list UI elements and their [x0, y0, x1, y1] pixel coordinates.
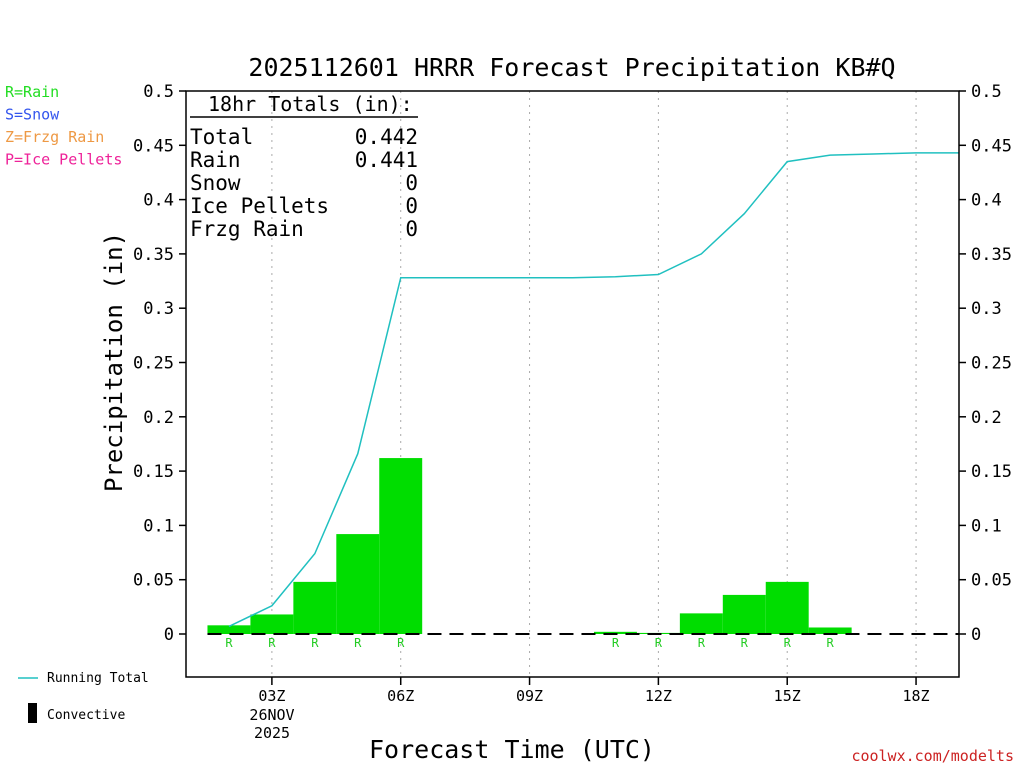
y-axis-left: 0 0.05 0.1 0.15 0.2 0.25 0.3 0.35 0.4 0.45 0.5	[133, 82, 186, 645]
totals-label: Ice Pellets	[190, 194, 329, 218]
precip-type-legend: R=Rain S=Snow Z=Frzg Rain P=Ice Pellets	[5, 83, 122, 169]
type-marker-6: R	[397, 636, 405, 650]
chart-title: 2025112601 HRRR Forecast Precipitation K…	[248, 53, 895, 82]
type-marker-5: R	[354, 636, 362, 650]
y-tick-label-right: 0.4	[971, 191, 1002, 211]
totals-value: 0.442	[355, 125, 418, 149]
line-legend: Running Total Convective	[18, 671, 149, 723]
y-axis-right: 0 0.05 0.1 0.15 0.2 0.25 0.3 0.35 0.4 0.45 0.5	[959, 82, 1012, 645]
type-legend-item: P=Ice Pellets	[5, 151, 122, 169]
type-legend-item: Z=Frzg Rain	[5, 128, 104, 146]
type-marker-3: R	[268, 636, 276, 650]
rain-bar-2	[207, 625, 251, 634]
type-marker-11: R	[612, 636, 620, 650]
totals-label: Rain	[190, 148, 241, 172]
rain-bar-14	[722, 594, 766, 634]
x-tick-label: 15Z	[774, 687, 801, 705]
y-tick-label-left: 0.2	[143, 408, 174, 428]
totals-heading: 18hr Totals (in):	[208, 92, 413, 116]
rain-bar-5	[336, 534, 380, 634]
totals-value: 0.441	[355, 148, 418, 172]
running-total-legend-label: Running Total	[47, 671, 149, 686]
y-tick-label-right: 0	[971, 625, 981, 645]
date-label-year: 2025	[254, 724, 290, 742]
rain-bar-3	[250, 614, 294, 634]
y-tick-label-left: 0.05	[133, 571, 174, 591]
type-legend-item: S=Snow	[5, 106, 60, 124]
x-tick-label: 03Z	[258, 687, 285, 705]
type-marker-15: R	[784, 636, 792, 650]
y-tick-label-right: 0.5	[971, 82, 1002, 102]
type-marker-4: R	[311, 636, 319, 650]
x-tick-label: 12Z	[645, 687, 672, 705]
rain-bars	[207, 458, 852, 634]
convective-swatch	[28, 703, 37, 723]
y-tick-label-left: 0.4	[143, 191, 174, 211]
credit-label: coolwx.com/modelts	[851, 747, 1014, 765]
rain-bar-13	[679, 613, 723, 634]
plot-frame	[185, 90, 960, 678]
y-tick-label-right: 0.1	[971, 516, 1002, 536]
y-tick-label-right: 0.3	[971, 299, 1002, 319]
type-legend-item: R=Rain	[5, 83, 59, 101]
convective-legend-label: Convective	[47, 708, 125, 723]
x-tick-label: 06Z	[387, 687, 414, 705]
y-tick-label-left: 0.15	[133, 462, 174, 482]
rain-bar-15	[765, 581, 809, 634]
y-tick-label-left: 0	[164, 625, 174, 645]
rain-bar-4	[293, 581, 337, 634]
y-tick-label-right: 0.15	[971, 462, 1012, 482]
y-tick-label-left: 0.3	[143, 299, 174, 319]
x-axis-label: Forecast Time (UTC)	[369, 735, 655, 764]
y-tick-label-right: 0.25	[971, 354, 1012, 374]
type-marker-2: R	[225, 636, 233, 650]
y-tick-label-left: 0.5	[143, 82, 174, 102]
running-total-line	[228, 152, 959, 628]
totals-label: Frzg Rain	[190, 217, 304, 241]
date-label-day: 26NOV	[249, 706, 294, 724]
x-axis: 03Z 06Z 09Z 12Z 15Z 18Z	[258, 677, 930, 705]
rain-bar-6	[379, 458, 423, 634]
totals-rows: Total 0.442 Rain 0.441 Snow 0 Ice Pellets 0 Frzg…	[190, 125, 418, 241]
totals-label: Total	[190, 125, 253, 149]
y-tick-label-left: 0.1	[143, 516, 174, 536]
totals-box: 18hr Totals (in): Total 0.442 Rain 0.441 Sno…	[190, 92, 418, 241]
type-marker-13: R	[698, 636, 706, 650]
y-axis-label: Precipitation (in)	[100, 232, 128, 492]
type-marker-16: R	[827, 636, 835, 650]
rain-bar-16	[808, 627, 852, 634]
x-tick-label: 09Z	[516, 687, 543, 705]
y-tick-label-right: 0.35	[971, 245, 1012, 265]
y-tick-label-left: 0.25	[133, 354, 174, 374]
totals-label: Snow	[190, 171, 241, 195]
y-tick-label-right: 0.05	[971, 571, 1012, 591]
y-tick-label-right: 0.45	[971, 136, 1012, 156]
y-tick-label-left: 0.35	[133, 245, 174, 265]
type-marker-12: R	[655, 636, 663, 650]
type-marker-14: R	[741, 636, 749, 650]
totals-value: 0	[405, 194, 418, 218]
x-tick-label: 18Z	[903, 687, 930, 705]
totals-value: 0	[405, 171, 418, 195]
y-tick-label-left: 0.45	[133, 136, 174, 156]
totals-value: 0	[405, 217, 418, 241]
y-tick-label-right: 0.2	[971, 408, 1002, 428]
rain-bar-11	[593, 631, 637, 634]
